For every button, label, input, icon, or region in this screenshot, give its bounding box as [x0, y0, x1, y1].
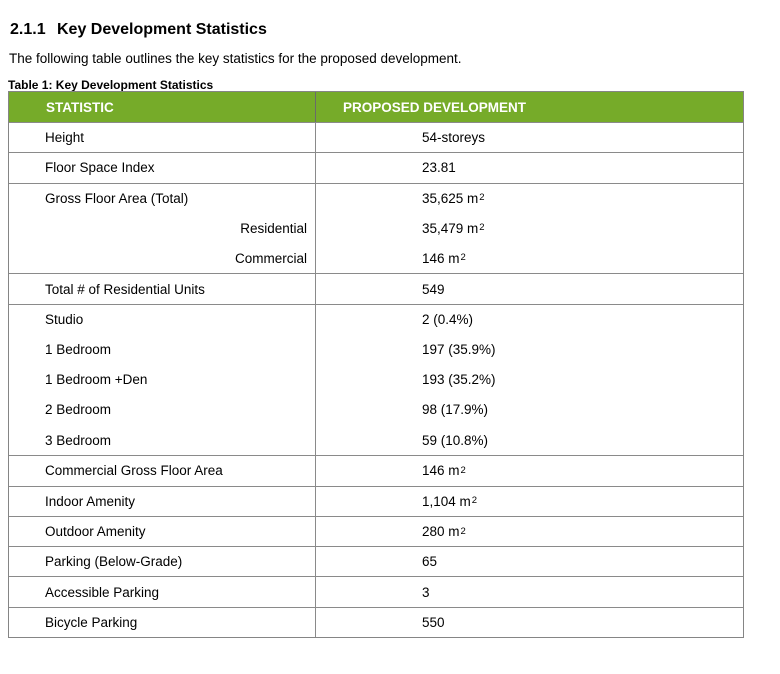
value-text: 54-storeys	[422, 130, 486, 146]
statistic-label: Bicycle Parking	[45, 614, 138, 630]
statistic-cell: 3 Bedroom	[9, 424, 316, 456]
value-text: 65	[422, 554, 438, 570]
value-text: 193 (35.2%)	[422, 372, 496, 388]
statistic-label: Residential	[240, 220, 307, 236]
statistic-cell: Height	[9, 123, 316, 153]
statistic-label: Accessible Parking	[45, 584, 160, 600]
statistic-cell: Commercial Gross Floor Area	[9, 456, 316, 486]
statistic-label: Gross Floor Area (Total)	[45, 190, 189, 206]
statistic-label: Floor Space Index	[45, 160, 155, 176]
value-text: 550	[422, 614, 445, 630]
statistic-cell: 1 Bedroom +Den	[9, 364, 316, 395]
value-cell: 2 (0.4%)	[316, 305, 743, 334]
statistic-cell: Indoor Amenity	[9, 486, 316, 516]
statistic-cell: 1 Bedroom	[9, 334, 316, 365]
statistic-cell: Residential	[9, 212, 316, 244]
header-label-statistic: STATISTIC	[46, 99, 114, 115]
value-cell: 197 (35.9%)	[316, 334, 743, 364]
statistic-label: 2 Bedroom	[45, 402, 112, 418]
statistic-cell: Accessible Parking	[9, 577, 316, 607]
value-text: 146 m	[422, 250, 460, 266]
statistic-label: Parking (Below-Grade)	[45, 554, 183, 570]
value-text: 98 (17.9%)	[422, 402, 489, 418]
value-text: 146 m	[422, 463, 460, 479]
statistic-label: Commercial Gross Floor Area	[45, 463, 223, 479]
table-row: 1 Bedroom 197 (35.9%)	[9, 334, 743, 365]
header-label-proposed-development: PROPOSED DEVELOPMENT	[343, 99, 527, 115]
value-cell: 549	[316, 274, 743, 303]
value-text: 1,104 m	[422, 493, 471, 509]
table-row: 1 Bedroom +Den 193 (35.2%)	[9, 364, 743, 395]
header-cell-statistic: STATISTIC	[9, 92, 316, 122]
value-cell: 98 (17.9%)	[316, 395, 743, 425]
table-row: Parking (Below-Grade) 65	[9, 546, 743, 577]
key-development-statistics-table: STATISTIC PROPOSED DEVELOPMENT Height 54…	[8, 91, 744, 639]
statistic-cell: Parking (Below-Grade)	[9, 547, 316, 577]
intro-paragraph: The following table outlines the key sta…	[9, 50, 462, 66]
value-text: 3	[422, 584, 430, 600]
value-text: 35,625 m	[422, 190, 479, 206]
statistic-label: 3 Bedroom	[45, 432, 112, 448]
statistic-cell: Floor Space Index	[9, 153, 316, 183]
statistic-cell: 2 Bedroom	[9, 394, 316, 425]
value-text: 59 (10.8%)	[422, 432, 489, 448]
table-row: Bicycle Parking 550	[9, 606, 743, 638]
section-number: 2.1.1	[10, 21, 46, 39]
value-cell: 193 (35.2%)	[316, 364, 743, 394]
statistic-cell: Total # of Residential Units	[9, 274, 316, 304]
statistic-label: 1 Bedroom +Den	[45, 372, 148, 388]
value-text: 23.81	[422, 160, 456, 176]
table-row: Floor Space Index 23.81	[9, 152, 743, 183]
header-cell-proposed-development: PROPOSED DEVELOPMENT	[316, 92, 743, 122]
value-text: 549	[422, 281, 445, 297]
statistic-label: 1 Bedroom	[45, 341, 112, 357]
value-cell: 65	[316, 547, 743, 576]
statistic-label: Indoor Amenity	[45, 493, 136, 509]
statistic-cell: Outdoor Amenity	[9, 516, 316, 547]
table-header-row: STATISTIC PROPOSED DEVELOPMENT	[9, 92, 743, 122]
value-text: 2 (0.4%)	[422, 311, 474, 327]
statistic-cell: Commercial	[9, 243, 316, 274]
value-text: 35,479 m	[422, 220, 479, 236]
statistic-label: Height	[45, 130, 85, 146]
value-cell: 59 (10.8%)	[316, 425, 743, 455]
table-row: Accessible Parking 3	[9, 576, 743, 607]
value-cell: 23.81	[316, 153, 743, 182]
value-text: 280 m	[422, 524, 460, 539]
statistic-label: Total # of Residential Units	[45, 281, 205, 297]
statistic-label: Outdoor Amenity	[45, 524, 146, 539]
table-row: Total # of Residential Units 549	[9, 273, 743, 304]
statistic-label: Studio	[45, 311, 84, 327]
statistic-cell: Studio	[9, 304, 316, 335]
value-text: 197 (35.9%)	[422, 341, 496, 357]
value-cell: 550	[316, 608, 743, 637]
statistic-cell: Gross Floor Area (Total)	[9, 183, 316, 213]
statistic-label: Commercial	[234, 250, 307, 266]
section-heading: 2.1.1 Key Development Statistics	[10, 21, 267, 39]
table-row: Height 54-storeys	[9, 122, 743, 153]
statistic-cell: Bicycle Parking	[9, 607, 316, 638]
value-cell: 54-storeys	[316, 123, 743, 152]
value-cell: 3	[316, 577, 743, 606]
table-caption: Table 1: Key Development Statistics	[8, 78, 214, 92]
table-row: Studio 2 (0.4%)	[9, 303, 743, 335]
section-title: Key Development Statistics	[57, 21, 267, 39]
table-row: 2 Bedroom 98 (17.9%)	[9, 394, 743, 425]
table-row: 3 Bedroom 59 (10.8%)	[9, 424, 743, 456]
